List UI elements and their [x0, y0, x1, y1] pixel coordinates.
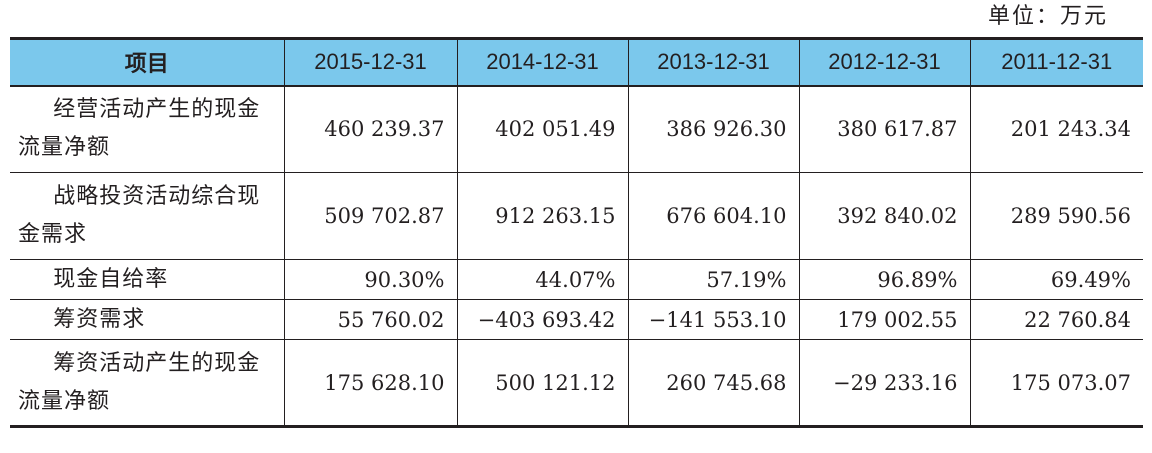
table-cell: 386 926.30 [628, 85, 800, 173]
table-cell: 392 840.02 [799, 172, 971, 260]
table-cell: 44.07% [457, 259, 629, 300]
table-cell: 201 243.34 [970, 85, 1143, 173]
table-row: 战略投资活动综合现金需求 509 702.87 912 263.15 676 6… [10, 172, 1143, 260]
table-row: 现金自给率 90.30% 44.07% 57.19% 96.89% 69.49% [10, 259, 1143, 300]
table-cell: 912 263.15 [457, 172, 629, 260]
column-header-2014: 2014-12-31 [457, 37, 629, 87]
table-cell: 402 051.49 [457, 85, 629, 173]
table-cell: 175 073.07 [970, 339, 1143, 428]
column-header-2013: 2013-12-31 [628, 37, 800, 87]
row-label: 现金自给率 [10, 259, 285, 300]
row-label: 筹资需求 [10, 299, 285, 340]
table-cell: −403 693.42 [457, 299, 629, 340]
column-header-item: 项目 [10, 37, 285, 87]
unit-note: 单位：万元 [987, 4, 1108, 29]
table-cell: −141 553.10 [628, 299, 800, 340]
table-cell: −29 233.16 [799, 339, 971, 428]
row-label: 战略投资活动综合现金需求 [10, 172, 285, 260]
table-cell: 500 121.12 [457, 339, 629, 428]
table-row: 筹资需求 55 760.02 −403 693.42 −141 553.10 1… [10, 299, 1143, 340]
table-cell: 179 002.55 [799, 299, 971, 340]
row-label: 经营活动产生的现金流量净额 [10, 85, 285, 173]
row-label: 筹资活动产生的现金流量净额 [10, 339, 285, 428]
table-cell: 57.19% [628, 259, 800, 300]
table-cell: 289 590.56 [970, 172, 1143, 260]
column-header-2015: 2015-12-31 [284, 37, 458, 87]
table-cell: 22 760.84 [970, 299, 1143, 340]
table-cell: 55 760.02 [284, 299, 458, 340]
table-cell: 175 628.10 [284, 339, 458, 428]
table-cell: 96.89% [799, 259, 971, 300]
table-cell: 260 745.68 [628, 339, 800, 428]
cash-flow-table: 项目 2015-12-31 2014-12-31 2013-12-31 2012… [10, 37, 1143, 428]
column-header-2011: 2011-12-31 [970, 37, 1143, 87]
table-cell: 509 702.87 [284, 172, 458, 260]
table-cell: 69.49% [970, 259, 1143, 300]
table-header-row: 项目 2015-12-31 2014-12-31 2013-12-31 2012… [10, 37, 1143, 87]
table-cell: 676 604.10 [628, 172, 800, 260]
table-row: 筹资活动产生的现金流量净额 175 628.10 500 121.12 260 … [10, 339, 1143, 428]
column-header-2012: 2012-12-31 [799, 37, 971, 87]
table-row: 经营活动产生的现金流量净额 460 239.37 402 051.49 386 … [10, 85, 1143, 173]
table-cell: 90.30% [284, 259, 458, 300]
table-cell: 460 239.37 [284, 85, 458, 173]
table-cell: 380 617.87 [799, 85, 971, 173]
